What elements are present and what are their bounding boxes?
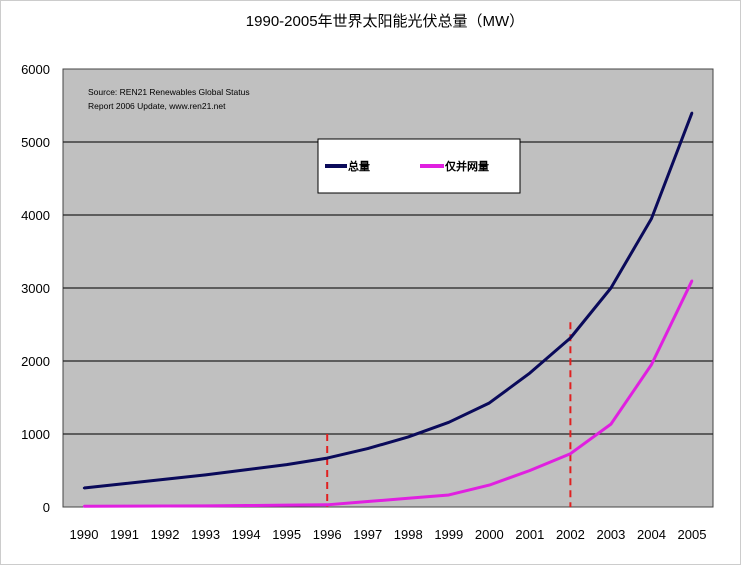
data-point	[528, 371, 532, 375]
chart-title: 1990-2005年世界太阳能光伏总量（MW）	[246, 13, 524, 30]
data-point	[650, 363, 653, 366]
data-point	[82, 505, 86, 508]
data-point	[326, 503, 329, 507]
data-point	[326, 456, 329, 460]
data-point	[123, 482, 126, 485]
x-tick-label: 1991	[110, 527, 139, 542]
x-tick-label: 1998	[394, 527, 423, 542]
data-point	[204, 504, 207, 508]
data-point	[569, 336, 572, 340]
legend-label-total: 总量	[348, 159, 370, 173]
x-tick-label: 1997	[353, 527, 382, 542]
data-point	[366, 500, 369, 503]
x-tick-label: 1999	[434, 527, 463, 542]
x-tick-label: 1995	[272, 527, 301, 542]
source-note-line-2: Report 2006 Update, www.ren21.net	[88, 101, 226, 111]
x-tick-label: 1992	[151, 527, 180, 542]
x-tick-label: 2003	[596, 527, 625, 542]
series-line-1	[83, 280, 694, 508]
y-tick-label: 4000	[21, 208, 50, 223]
x-tick-label: 2002	[556, 527, 585, 542]
data-point	[488, 483, 491, 487]
data-point	[609, 422, 613, 426]
data-point	[447, 493, 450, 497]
data-point	[488, 401, 491, 405]
x-tick-label: 1996	[313, 527, 342, 542]
data-point	[163, 478, 167, 481]
x-tick-label: 1990	[70, 527, 99, 542]
x-tick-label: 2005	[678, 527, 707, 542]
legend-label-grid-connected: 仅并网量	[444, 159, 489, 173]
y-tick-label: 6000	[21, 62, 50, 77]
data-point	[244, 468, 248, 471]
y-tick-label: 5000	[21, 135, 50, 150]
data-point	[407, 497, 410, 500]
data-point	[528, 469, 532, 472]
source-note-line-1: Source: REN21 Renewables Global Status	[88, 87, 250, 97]
y-tick-label: 2000	[21, 354, 50, 369]
data-point	[690, 111, 694, 115]
data-point	[285, 503, 288, 507]
data-point	[447, 421, 450, 424]
data-point	[650, 217, 653, 220]
y-tick-label: 3000	[21, 281, 50, 296]
data-point	[407, 435, 410, 439]
data-point	[609, 286, 613, 290]
y-tick-label: 0	[43, 500, 50, 515]
data-point	[285, 463, 288, 466]
data-point	[163, 504, 167, 508]
x-tick-label: 2001	[515, 527, 544, 542]
x-tick-label: 2004	[637, 527, 666, 542]
x-tick-label: 2000	[475, 527, 504, 542]
data-point	[366, 447, 369, 450]
data-point	[204, 473, 207, 477]
data-point	[244, 504, 248, 507]
data-point	[690, 279, 694, 282]
data-point	[82, 486, 86, 490]
x-tick-label: 1994	[232, 527, 261, 542]
data-point	[569, 452, 572, 455]
series-line-0	[83, 112, 694, 490]
legend-box	[317, 138, 521, 194]
legend: 总量 仅并网量	[317, 138, 521, 194]
y-tick-label: 1000	[21, 427, 50, 442]
data-point	[123, 504, 126, 508]
x-tick-label: 1993	[191, 527, 220, 542]
